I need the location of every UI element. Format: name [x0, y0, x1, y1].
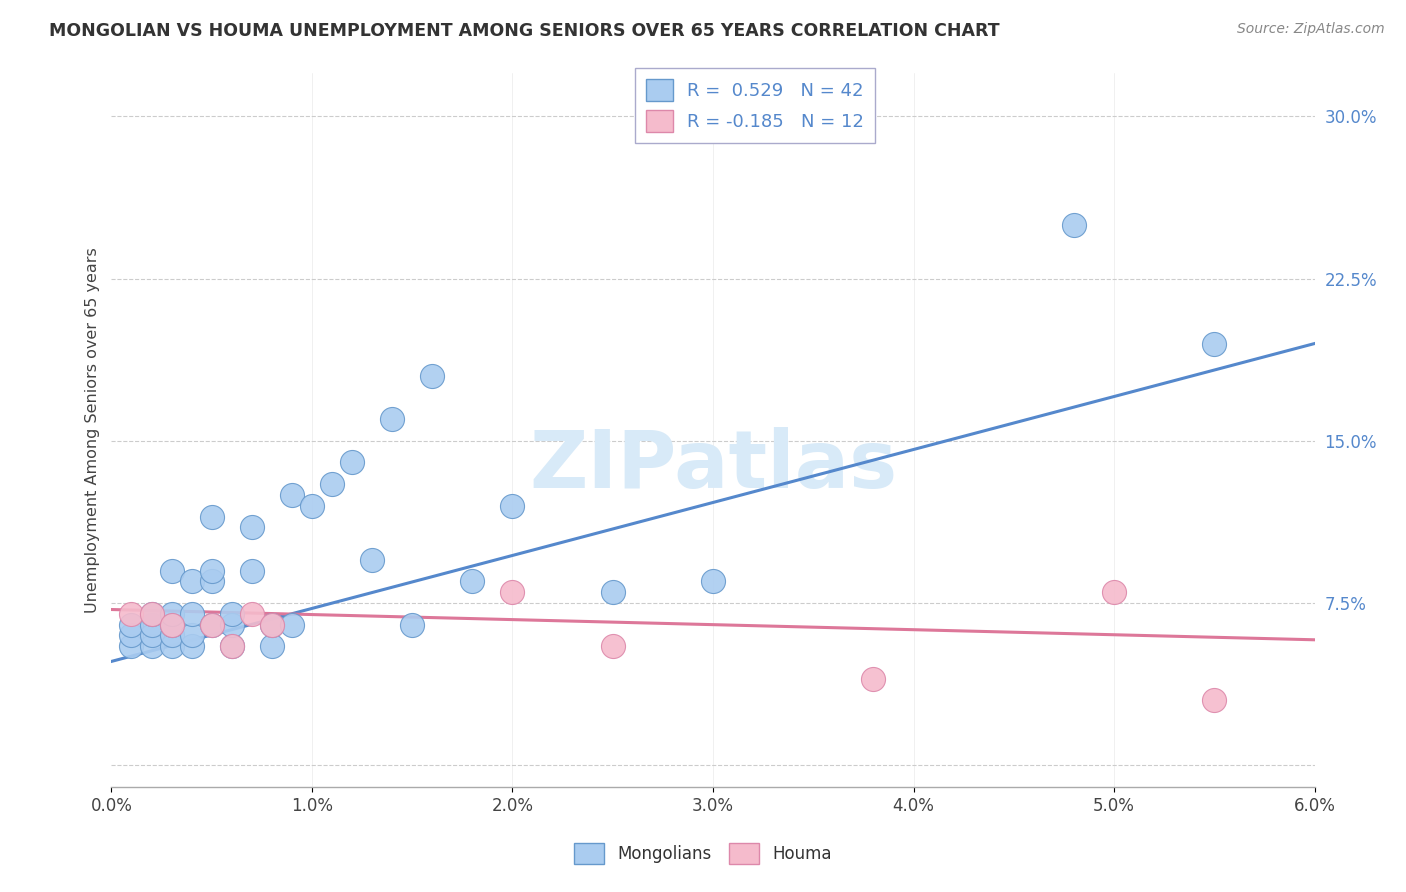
- Point: [602, 640, 624, 654]
- Point: [1204, 336, 1226, 351]
- Point: [301, 499, 323, 513]
- Point: [602, 585, 624, 599]
- Point: [160, 617, 183, 632]
- Point: [141, 607, 163, 621]
- Point: [260, 617, 283, 632]
- Point: [141, 628, 163, 642]
- Point: [260, 640, 283, 654]
- Point: [201, 564, 224, 578]
- Legend: Mongolians, Houma: Mongolians, Houma: [568, 837, 838, 871]
- Point: [201, 617, 224, 632]
- Point: [121, 628, 143, 642]
- Point: [862, 672, 884, 686]
- Point: [702, 574, 724, 589]
- Point: [1102, 585, 1125, 599]
- Point: [180, 640, 202, 654]
- Point: [180, 574, 202, 589]
- Point: [240, 607, 263, 621]
- Text: MONGOLIAN VS HOUMA UNEMPLOYMENT AMONG SENIORS OVER 65 YEARS CORRELATION CHART: MONGOLIAN VS HOUMA UNEMPLOYMENT AMONG SE…: [49, 22, 1000, 40]
- Point: [321, 477, 343, 491]
- Point: [180, 607, 202, 621]
- Point: [160, 640, 183, 654]
- Point: [281, 488, 304, 502]
- Point: [160, 564, 183, 578]
- Y-axis label: Unemployment Among Seniors over 65 years: Unemployment Among Seniors over 65 years: [86, 247, 100, 613]
- Text: Source: ZipAtlas.com: Source: ZipAtlas.com: [1237, 22, 1385, 37]
- Point: [221, 617, 243, 632]
- Point: [221, 607, 243, 621]
- Point: [221, 640, 243, 654]
- Point: [461, 574, 484, 589]
- Point: [401, 617, 423, 632]
- Point: [420, 368, 443, 383]
- Point: [281, 617, 304, 632]
- Point: [501, 585, 523, 599]
- Point: [1204, 693, 1226, 707]
- Legend: R =  0.529   N = 42, R = -0.185   N = 12: R = 0.529 N = 42, R = -0.185 N = 12: [636, 68, 875, 143]
- Point: [121, 617, 143, 632]
- Point: [221, 640, 243, 654]
- Point: [201, 509, 224, 524]
- Point: [201, 574, 224, 589]
- Point: [201, 617, 224, 632]
- Point: [160, 617, 183, 632]
- Point: [240, 520, 263, 534]
- Point: [340, 455, 363, 469]
- Point: [361, 553, 384, 567]
- Point: [501, 499, 523, 513]
- Point: [240, 564, 263, 578]
- Point: [141, 617, 163, 632]
- Point: [260, 617, 283, 632]
- Point: [160, 607, 183, 621]
- Text: ZIPatlas: ZIPatlas: [529, 426, 897, 505]
- Point: [381, 412, 404, 426]
- Point: [1063, 218, 1085, 232]
- Point: [141, 607, 163, 621]
- Point: [121, 607, 143, 621]
- Point: [180, 628, 202, 642]
- Point: [160, 628, 183, 642]
- Point: [121, 640, 143, 654]
- Point: [141, 640, 163, 654]
